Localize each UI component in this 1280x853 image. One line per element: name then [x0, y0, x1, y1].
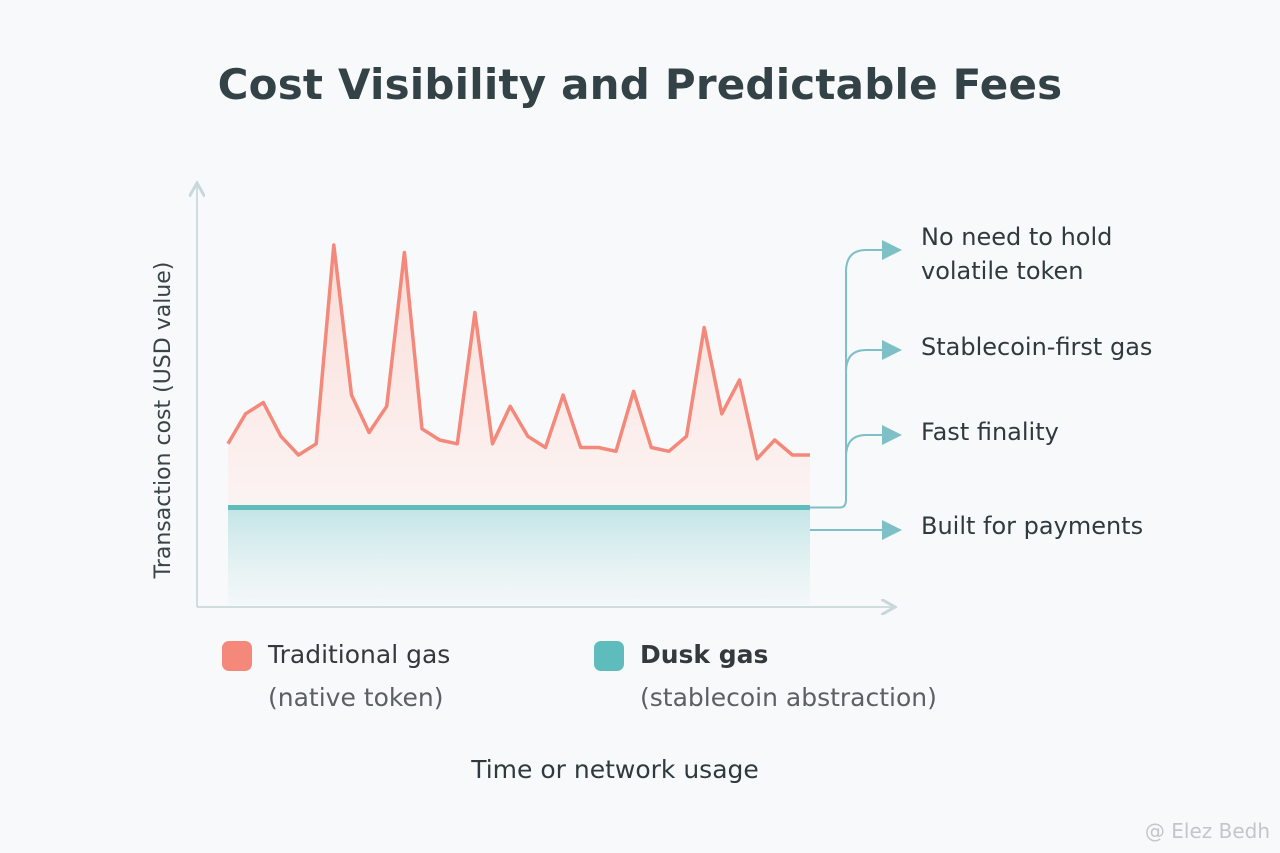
annotation-no-volatile-token: No need to hold volatile token [921, 223, 1113, 285]
series-layer [226, 243, 811, 605]
annotation-connectors [810, 240, 902, 540]
connector-trunk [810, 270, 847, 509]
annotation-stablecoin-first: Stablecoin-first gas [921, 333, 1153, 361]
chart-title: Cost Visibility and Predictable Fees [217, 60, 1063, 109]
legend-swatch-traditional [222, 641, 252, 671]
traditional-gas-area [228, 245, 810, 508]
traditional-gas-line [226, 243, 810, 461]
legend-sub-traditional: (native token) [268, 683, 444, 712]
annotation-fast-finality: Fast finality [921, 418, 1059, 446]
annotation-built-for-payments: Built for payments [921, 512, 1144, 540]
connector-arrow-0 [845, 240, 902, 273]
legend-swatch-dusk [594, 641, 624, 671]
watermark: @ Elez Bedh [1144, 819, 1270, 843]
legend-sub-dusk: (stablecoin abstraction) [640, 683, 937, 712]
legend-label-dusk: Dusk gas [640, 640, 769, 669]
x-axis-label: Time or network usage [471, 755, 759, 784]
legend-label-traditional: Traditional gas [268, 640, 451, 669]
connector-arrow-2 [845, 425, 902, 458]
dusk-gas-area [228, 507, 810, 605]
connector-arrow-1 [845, 340, 902, 373]
y-axis-label: Transaction cost (USD value) [151, 262, 176, 580]
